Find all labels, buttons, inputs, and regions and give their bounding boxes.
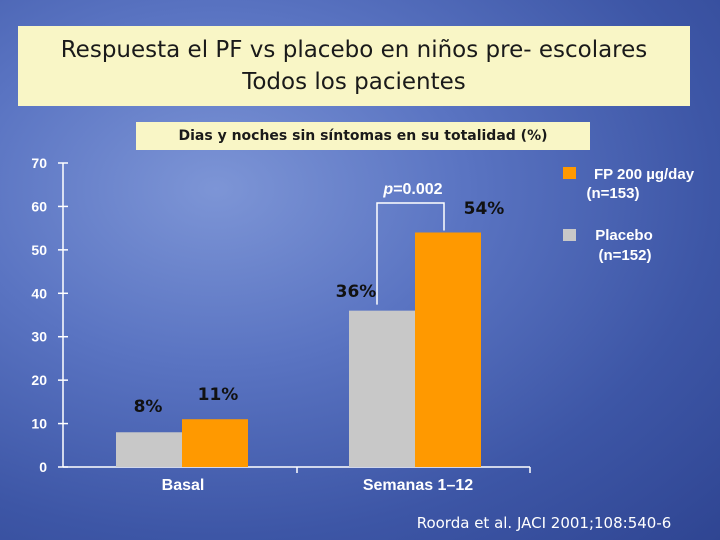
chart-title: Dias y noches sin síntomas en su totalid… (136, 122, 590, 150)
bar-value-label: 11% (198, 385, 239, 405)
y-tick-label: 20 (31, 372, 47, 388)
legend-label: (n=153) (587, 185, 640, 202)
legend-swatch (563, 229, 576, 241)
bar (116, 432, 182, 467)
bar-value-label: 36% (336, 282, 377, 302)
x-category-label: Basal (162, 477, 205, 494)
bar (349, 310, 415, 467)
y-tick-label: 10 (31, 416, 47, 432)
slide-title: Respuesta el PF vs placebo en niños pre-… (18, 26, 690, 106)
title-line-2: Todos los pacientes (242, 69, 466, 95)
bar-value-label: 54% (464, 199, 505, 219)
y-tick-label: 50 (31, 242, 47, 258)
bar (182, 419, 248, 467)
bar-value-label: 8% (134, 397, 163, 417)
citation-text: Roorda et al. JACI 2001;108:540-6 (417, 514, 672, 532)
legend-label: (n=152) (599, 247, 652, 264)
x-category-label: Semanas 1–12 (363, 477, 473, 494)
y-tick-label: 70 (31, 155, 47, 171)
bar (415, 232, 481, 467)
p-value-label: p=0.002 (382, 181, 442, 198)
title-line-1: Respuesta el PF vs placebo en niños pre-… (60, 37, 648, 63)
p-value-number: =0.002 (393, 181, 442, 198)
legend-label: FP 200 µg/day (594, 166, 695, 183)
significance-bracket (376, 202, 445, 305)
p-value-symbol: p (382, 181, 393, 198)
legend-label: Placebo (595, 227, 653, 244)
y-tick-label: 30 (31, 329, 47, 345)
legend-swatch (563, 167, 576, 179)
y-tick-label: 0 (39, 459, 47, 475)
y-tick-label: 60 (31, 198, 47, 214)
y-tick-label: 40 (31, 285, 47, 301)
